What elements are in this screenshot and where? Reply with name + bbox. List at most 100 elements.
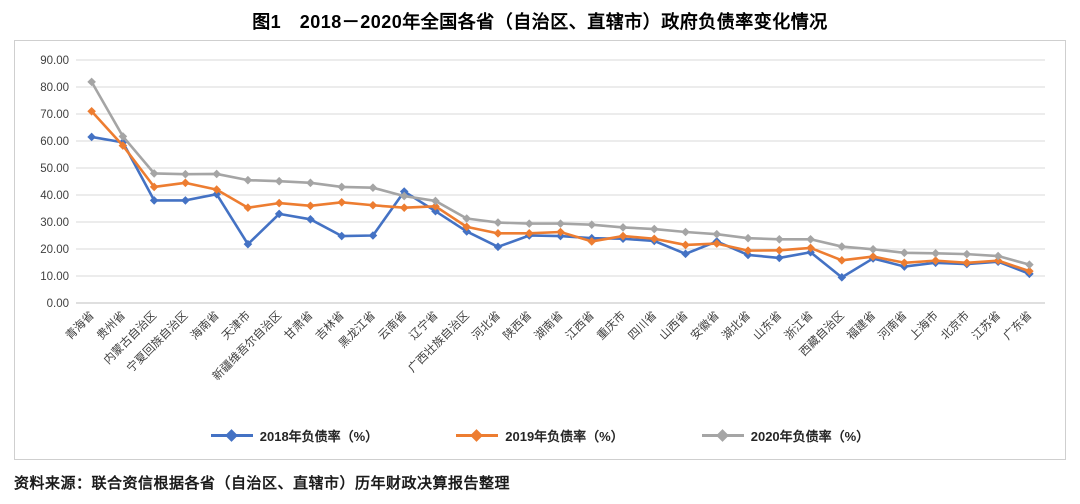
x-tick-label: 广东省 — [1001, 309, 1035, 343]
data-point-icon — [524, 229, 534, 238]
data-point-icon — [806, 243, 815, 253]
y-tick-label: 30.00 — [40, 217, 69, 229]
data-point-icon — [337, 231, 346, 241]
data-point-icon — [587, 220, 597, 229]
series-line-2019年负债率（%） — [90, 110, 1030, 273]
data-point-icon — [399, 187, 409, 196]
y-tick-label: 90.00 — [40, 55, 69, 67]
legend-marker-icon — [701, 429, 744, 442]
data-point-icon — [149, 182, 159, 192]
legend-label: 2018年负债率（%） — [259, 429, 379, 444]
data-point-icon — [900, 248, 909, 258]
data-point-icon — [118, 132, 128, 141]
data-point-icon — [274, 209, 284, 219]
data-point-icon — [618, 231, 628, 241]
data-point-icon — [243, 203, 253, 212]
data-point-icon — [962, 258, 972, 268]
data-point-icon — [306, 178, 315, 188]
data-point-icon — [431, 206, 440, 216]
x-tick-label: 上海市 — [906, 308, 940, 342]
data-point-icon — [868, 244, 878, 254]
data-point-icon — [493, 242, 503, 252]
x-tick-label: 福建省 — [844, 308, 878, 342]
x-tick-label: 云南省 — [375, 308, 409, 342]
x-tick-label: 山西省 — [657, 309, 691, 343]
x-tick-label: 湖南省 — [531, 308, 565, 342]
data-point-icon — [775, 234, 784, 244]
data-point-icon — [399, 191, 409, 201]
legend-item: 2019年负债率（%） — [456, 426, 624, 445]
data-point-icon — [337, 182, 346, 192]
data-point-icon — [743, 233, 753, 243]
figure-title: 图1 2018－2020年全国各省（自治区、直辖市）政府负债率变化情况 — [252, 12, 828, 32]
data-point-icon — [806, 234, 815, 244]
y-tick-label: 80.00 — [40, 82, 69, 94]
data-point-icon — [931, 256, 940, 265]
y-tick-label: 40.00 — [40, 190, 69, 202]
x-tick-label: 河南省 — [875, 308, 909, 342]
chart-legend: 2018年负债率（%） 2019年负债率（%） 2020年负债率（%） — [15, 426, 1065, 445]
legend-label: 2019年负债率（%） — [505, 429, 624, 444]
y-tick-label: 10.00 — [40, 271, 69, 283]
data-point-icon — [556, 219, 565, 228]
x-tick-label: 北京市 — [938, 308, 972, 342]
x-tick-label: 湖北省 — [719, 308, 753, 342]
data-point-icon — [212, 169, 221, 179]
data-point-icon — [900, 258, 909, 268]
data-point-icon — [993, 251, 1003, 261]
data-point-icon — [837, 242, 847, 251]
y-tick-label: 0.00 — [47, 298, 69, 310]
data-point-icon — [181, 196, 190, 205]
data-point-icon — [274, 198, 284, 208]
data-point-icon — [524, 219, 534, 228]
data-point-icon — [118, 141, 128, 150]
x-tick-label: 甘肃省 — [282, 309, 316, 343]
data-point-icon — [181, 169, 190, 179]
data-point-icon — [1025, 260, 1034, 269]
y-tick-label: 50.00 — [40, 163, 69, 175]
data-point-icon — [681, 240, 690, 250]
data-point-icon — [837, 256, 847, 265]
data-point-icon — [493, 229, 503, 238]
data-point-icon — [649, 224, 659, 234]
data-point-icon — [587, 237, 597, 246]
data-point-icon — [712, 239, 722, 248]
data-point-icon — [181, 178, 190, 188]
data-point-icon — [368, 231, 378, 240]
legend-label: 2020年负债率（%） — [750, 429, 870, 444]
source-note: 资料来源：联合资信根据各省（自治区、直辖市）历年财政决算报告整理 — [14, 475, 511, 492]
data-point-icon — [462, 227, 472, 236]
data-point-icon — [743, 250, 753, 260]
data-point-icon — [149, 169, 159, 178]
data-point-icon — [556, 227, 565, 237]
data-point-icon — [868, 252, 878, 261]
data-point-icon — [712, 229, 722, 239]
data-point-icon — [775, 253, 784, 263]
x-tick-label: 江苏省 — [970, 309, 1004, 343]
data-point-icon — [431, 196, 440, 206]
data-point-icon — [431, 202, 440, 211]
data-point-icon — [993, 256, 1003, 265]
data-point-icon — [399, 203, 409, 212]
debt-ratio-line-chart: 0.00 10.00 20.00 30.00 40.00 50.00 60.00 70.00 8… — [40, 55, 1045, 383]
data-point-icon — [243, 175, 253, 185]
data-point-icon — [87, 77, 96, 87]
data-point-icon — [649, 234, 659, 244]
legend-marker-icon — [210, 429, 253, 442]
data-point-icon — [368, 200, 378, 210]
data-point-icon — [87, 132, 96, 142]
series-line-2018年负债率（%） — [91, 135, 1030, 279]
x-tick-label: 山东省 — [751, 309, 785, 343]
data-point-icon — [149, 196, 159, 205]
x-tick-label: 四川省 — [626, 309, 660, 343]
data-point-icon — [306, 201, 315, 211]
data-point-icon — [837, 273, 847, 282]
legend-marker-icon — [456, 429, 499, 442]
legend-item: 2018年负债率（%） — [210, 426, 379, 445]
data-point-icon — [775, 246, 784, 255]
data-point-icon — [212, 185, 221, 194]
data-point-icon — [462, 214, 472, 223]
data-point-icon — [493, 218, 503, 227]
data-point-icon — [931, 249, 940, 258]
